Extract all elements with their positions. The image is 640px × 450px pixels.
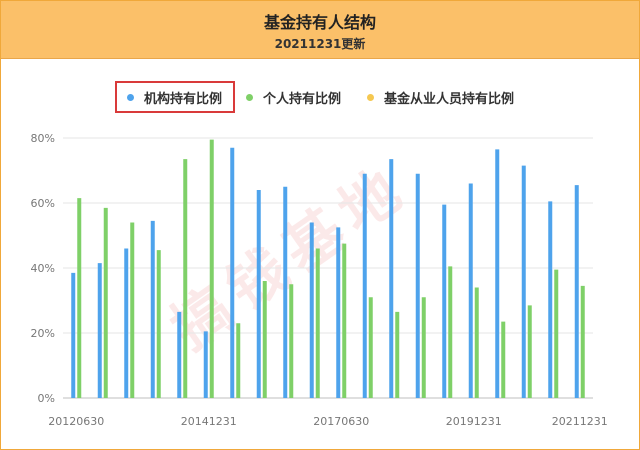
x-tick-label: 20141231 bbox=[181, 415, 237, 428]
bar-institution bbox=[97, 263, 102, 398]
legend-item-institution[interactable]: 机构持有比例 bbox=[115, 81, 235, 113]
bar-institution bbox=[442, 204, 447, 398]
bar-individual bbox=[368, 297, 373, 398]
bar-institution bbox=[256, 190, 261, 398]
bar-individual bbox=[236, 323, 241, 398]
chart-subtitle: 20211231更新 bbox=[274, 37, 366, 51]
bar-individual bbox=[183, 159, 188, 398]
bar-individual bbox=[501, 321, 506, 398]
bar-individual bbox=[103, 207, 108, 398]
bar-institution bbox=[124, 248, 129, 398]
bar-individual bbox=[554, 269, 559, 398]
bar-individual bbox=[421, 297, 426, 398]
y-tick-label: 20% bbox=[31, 327, 55, 340]
x-tick-label: 20191231 bbox=[446, 415, 502, 428]
bar-individual bbox=[289, 284, 294, 398]
legend-dot-icon bbox=[367, 93, 374, 101]
bar-institution bbox=[521, 165, 526, 398]
chart-title: 基金持有人结构 bbox=[263, 13, 376, 32]
bar-institution bbox=[468, 183, 473, 398]
bar-individual bbox=[580, 285, 585, 398]
bar-institution bbox=[203, 331, 208, 398]
bar-institution bbox=[574, 185, 579, 398]
bar-institution bbox=[150, 220, 155, 398]
y-tick-label: 40% bbox=[31, 262, 55, 275]
bar-individual bbox=[395, 311, 400, 398]
bar-individual bbox=[527, 305, 532, 398]
bar-institution bbox=[283, 186, 288, 398]
x-tick-label: 20120630 bbox=[48, 415, 104, 428]
x-tick-label: 20170630 bbox=[313, 415, 369, 428]
bar-individual bbox=[448, 266, 453, 398]
bar-institution bbox=[336, 227, 341, 398]
bar-individual bbox=[77, 198, 82, 398]
y-tick-label: 80% bbox=[31, 132, 55, 145]
legend-dot-icon bbox=[127, 93, 134, 101]
bar-institution bbox=[362, 173, 367, 398]
legend-item-staff[interactable]: 基金从业人员持有比例 bbox=[367, 81, 514, 113]
y-tick-label: 60% bbox=[31, 197, 55, 210]
bar-institution bbox=[71, 272, 76, 398]
bar-individual bbox=[209, 139, 214, 398]
bar-individual bbox=[262, 281, 267, 398]
y-tick-label: 0% bbox=[38, 392, 55, 405]
legend-label-staff: 基金从业人员持有比例 bbox=[384, 91, 515, 107]
bar-institution bbox=[548, 201, 553, 398]
bar-individual bbox=[130, 222, 135, 398]
bar-institution bbox=[309, 222, 314, 398]
bar-institution bbox=[177, 311, 182, 398]
bar-institution bbox=[415, 173, 420, 398]
x-tick-label: 20211231 bbox=[552, 415, 608, 428]
legend-item-individual[interactable]: 个人持有比例 bbox=[246, 81, 341, 113]
chart-header: 基金持有人结构 20211231更新 bbox=[1, 1, 639, 59]
bar-individual bbox=[156, 250, 161, 398]
legend-dot-icon bbox=[246, 93, 253, 101]
bar-individual bbox=[315, 248, 320, 398]
legend-label-individual: 个人持有比例 bbox=[263, 91, 342, 107]
bar-institution bbox=[230, 147, 235, 398]
bar-institution bbox=[495, 149, 500, 398]
bar-individual bbox=[474, 287, 479, 398]
bar-institution bbox=[389, 159, 394, 398]
legend-label-institution: 机构持有比例 bbox=[144, 91, 223, 107]
bar-individual bbox=[342, 243, 347, 398]
chart-legend: 机构持有比例 个人持有比例 基金从业人员持有比例 bbox=[1, 81, 639, 113]
